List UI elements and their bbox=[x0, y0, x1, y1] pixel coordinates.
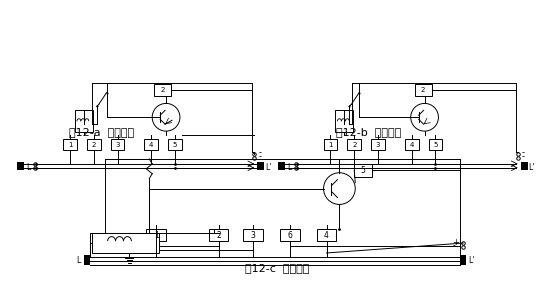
Text: 1: 1 bbox=[328, 142, 333, 147]
Bar bbox=[317, 229, 336, 241]
Text: 2: 2 bbox=[421, 87, 425, 93]
Bar bbox=[278, 162, 285, 170]
Text: -: - bbox=[522, 152, 525, 161]
Text: -: - bbox=[258, 148, 261, 157]
Text: 2: 2 bbox=[216, 231, 221, 240]
Text: -: - bbox=[452, 241, 455, 251]
Text: 图12-c  互感器式: 图12-c 互感器式 bbox=[245, 263, 309, 273]
Text: L: L bbox=[76, 256, 80, 265]
Text: L: L bbox=[287, 163, 291, 172]
Text: 3: 3 bbox=[376, 142, 380, 147]
Text: L: L bbox=[27, 163, 30, 172]
Bar bbox=[280, 229, 300, 241]
Text: 5: 5 bbox=[173, 142, 177, 147]
Text: 图12-b  分流器式: 图12-b 分流器式 bbox=[336, 127, 402, 137]
Bar bbox=[460, 255, 466, 265]
Text: 1: 1 bbox=[68, 142, 72, 147]
Text: 2: 2 bbox=[91, 142, 96, 147]
Text: 2: 2 bbox=[161, 87, 165, 93]
Text: -: - bbox=[258, 152, 261, 161]
Circle shape bbox=[152, 103, 180, 131]
Bar bbox=[63, 139, 77, 150]
Circle shape bbox=[411, 103, 438, 131]
Bar bbox=[257, 162, 264, 170]
Bar bbox=[18, 162, 24, 170]
Bar bbox=[335, 110, 353, 132]
Bar bbox=[111, 139, 125, 150]
Bar bbox=[75, 110, 93, 132]
Bar bbox=[243, 229, 263, 241]
Bar bbox=[144, 139, 158, 150]
Text: L': L' bbox=[529, 163, 535, 172]
Bar bbox=[146, 229, 166, 241]
Bar bbox=[429, 139, 443, 150]
Bar bbox=[324, 139, 337, 150]
Bar bbox=[405, 139, 419, 150]
Bar bbox=[521, 162, 527, 170]
Bar bbox=[168, 139, 182, 150]
Text: +: + bbox=[452, 238, 459, 246]
Text: 2: 2 bbox=[352, 142, 356, 147]
Bar bbox=[84, 255, 90, 265]
Bar bbox=[354, 164, 372, 177]
Text: 4: 4 bbox=[409, 142, 414, 147]
Text: L': L' bbox=[265, 163, 271, 172]
Text: 5: 5 bbox=[433, 142, 438, 147]
Bar bbox=[92, 233, 159, 253]
Text: 1: 1 bbox=[154, 231, 158, 240]
Bar bbox=[154, 84, 171, 96]
Text: 图12-a  分流器式: 图12-a 分流器式 bbox=[69, 127, 134, 137]
Circle shape bbox=[324, 173, 355, 204]
Bar bbox=[415, 84, 432, 96]
Text: 5: 5 bbox=[361, 166, 366, 175]
Text: L': L' bbox=[468, 256, 475, 265]
Text: 4: 4 bbox=[324, 231, 329, 240]
Text: 4: 4 bbox=[149, 142, 153, 147]
Bar bbox=[371, 139, 385, 150]
Bar bbox=[347, 139, 361, 150]
Bar bbox=[87, 139, 101, 150]
Text: 3: 3 bbox=[251, 231, 255, 240]
Text: 3: 3 bbox=[115, 142, 120, 147]
Text: -: - bbox=[522, 148, 525, 157]
Bar bbox=[209, 229, 228, 241]
Text: 6: 6 bbox=[288, 231, 293, 240]
